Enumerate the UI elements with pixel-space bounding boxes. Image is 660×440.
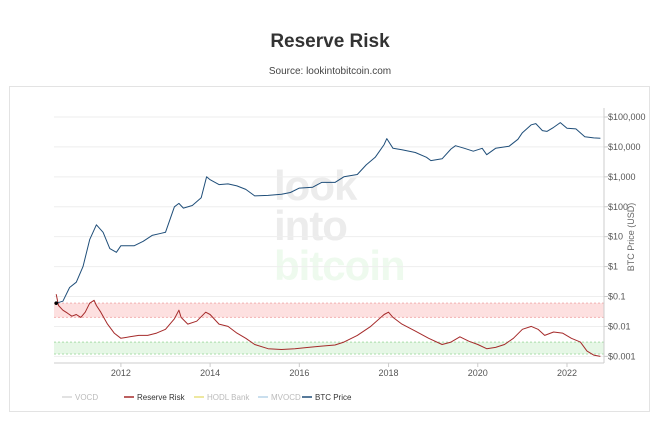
series-line-reserve-risk [55,294,601,357]
chart-frame [9,86,650,412]
x-tick-label-2: 2016 [289,368,309,378]
band-1 [54,342,604,354]
x-tick-label-0: 2012 [111,368,131,378]
y-tick-label-2: $0.1 [608,292,626,302]
y-tick-label-7: $10,000 [608,142,641,152]
legend-label-1: Reserve Risk [137,393,186,402]
chart-subtitle: Source: lookintobitcoin.com [268,66,392,77]
x-tick-label-4: 2020 [468,368,488,378]
legend-label-4: BTC Price [315,393,352,402]
y-tick-label-1: $0.01 [608,321,631,331]
y-tick-label-4: $10 [608,232,623,242]
y-tick-label-8: $100,000 [608,112,646,122]
watermark-line-bitcoin: bitcoin [274,242,406,289]
series-start-point [54,301,59,305]
y-tick-label-5: $100 [608,202,628,212]
y-axis-title: BTC Price (USD) [626,203,636,272]
series-line-btc-price [56,122,601,304]
watermark-logo: look into bitcoin [274,165,406,289]
x-tick-label-5: 2022 [557,368,577,378]
chart-title: Reserve Risk [270,31,390,52]
x-tick-label-3: 2018 [379,368,399,378]
band-0 [54,303,604,318]
legend-label-3: MVOCD [271,393,301,402]
watermark-line-into: into [274,202,348,249]
x-tick-label-1: 2014 [200,368,220,378]
y-tick-label-0: $0.001 [608,351,636,361]
y-tick-label-6: $1,000 [608,172,636,182]
y-tick-label-3: $1 [608,262,618,272]
legend-label-0: VOCD [75,393,98,402]
legend-label-2: HODL Bank [207,393,250,402]
